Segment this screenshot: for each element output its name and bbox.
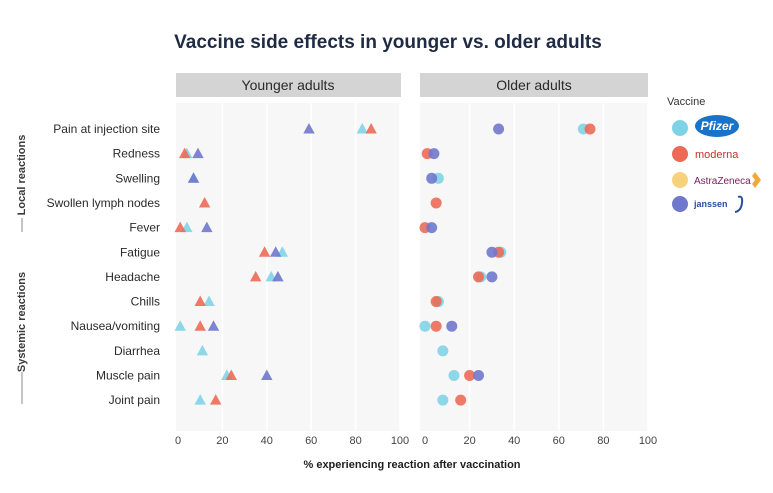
legend-title: Vaccine (667, 96, 705, 108)
point-janssen-younger (269, 246, 282, 257)
panel-title-older: Older adults (496, 77, 571, 93)
x-tick-p1-60: 60 (553, 435, 565, 447)
pfizer-logo-icon (695, 115, 739, 137)
point-pfizer-younger (196, 344, 209, 356)
x-axis-label: % experiencing reaction after vaccinatio… (303, 459, 520, 471)
panel-bg-younger (176, 103, 401, 431)
chart-title: Vaccine side effects in younger vs. olde… (174, 32, 602, 53)
x-tick-p1-40: 40 (508, 435, 520, 447)
legend-janssen-swatch (672, 196, 688, 212)
x-tick-p1-20: 20 (463, 435, 475, 447)
category-label: Fever (129, 221, 160, 235)
category-label: Fatigue (120, 245, 160, 259)
legend-moderna-label: moderna (695, 149, 739, 161)
panel-header-older (420, 73, 648, 97)
category-label: Diarrhea (114, 344, 160, 358)
legend-pfizer-label: Pfizer (701, 119, 735, 133)
point-janssen-older (446, 320, 458, 332)
x-tick-p0-40: 40 (261, 435, 273, 447)
legend-astrazeneca-swatch (672, 172, 688, 188)
category-labels: Pain at injection site Redness Swelling Swo… (47, 122, 161, 407)
point-janssen-older (486, 246, 498, 258)
legend-janssen-label: janssen (693, 199, 728, 209)
point-moderna-older (473, 271, 485, 283)
category-label: Chills (131, 295, 160, 309)
x-tick-p0-80: 80 (349, 435, 361, 447)
point-moderna-younger (198, 196, 211, 208)
legend-pfizer-swatch (672, 120, 688, 136)
point-moderna-older (430, 197, 442, 209)
x-tick-labels: 0 20 40 60 80 100 0 20 40 60 80 100 (175, 435, 657, 447)
point-moderna-younger (178, 147, 191, 159)
point-moderna-younger (250, 270, 262, 282)
astrazeneca-logo-icon (752, 172, 761, 188)
point-pfizer-younger (356, 123, 368, 134)
point-janssen-younger (192, 147, 204, 159)
point-pfizer-older (437, 345, 449, 357)
legend-astrazeneca-label: AstraZeneca (694, 176, 751, 187)
x-tick-p0-60: 60 (305, 435, 317, 447)
point-pfizer-younger (194, 394, 206, 405)
category-label: Headache (105, 270, 160, 284)
point-janssen-younger (201, 221, 213, 233)
group-label-systemic: Systemic reactions (16, 272, 28, 372)
point-janssen-older (493, 123, 505, 135)
category-label: Pain at injection site (53, 122, 160, 136)
janssen-logo-icon (734, 195, 744, 213)
group-label-local: Local reactions (16, 135, 28, 216)
category-label: Muscle pain (96, 369, 160, 383)
point-moderna-younger (210, 394, 222, 405)
gridlines (221, 103, 649, 431)
point-moderna-older (455, 394, 467, 406)
legend-astrazeneca: AstraZeneca (672, 172, 761, 188)
point-moderna-younger (258, 246, 271, 257)
point-pfizer-older (437, 394, 449, 406)
category-label: Joint pain (109, 393, 160, 407)
x-tick-p1-0: 0 (422, 435, 428, 447)
point-moderna-older (584, 123, 596, 135)
category-label: Swelling (115, 171, 160, 185)
x-tick-p0-100: 100 (391, 435, 409, 447)
category-label: Nausea/vomiting (71, 319, 160, 333)
point-janssen-younger (207, 320, 220, 331)
point-moderna-older (430, 320, 442, 332)
legend-pfizer: Pfizer (672, 115, 739, 137)
x-tick-p0-0: 0 (175, 435, 181, 447)
data-points (174, 123, 596, 406)
legend-janssen: janssen (672, 195, 744, 213)
point-janssen-older (426, 172, 438, 184)
point-pfizer-older (448, 370, 460, 381)
x-tick-p1-100: 100 (639, 435, 657, 447)
panel-title-younger: Younger adults (242, 77, 335, 93)
point-janssen-older (426, 222, 438, 234)
point-pfizer-younger (174, 320, 186, 331)
point-janssen-older (486, 271, 498, 283)
point-moderna-younger (225, 369, 237, 380)
x-tick-p1-80: 80 (597, 435, 609, 447)
point-moderna-younger (194, 320, 206, 331)
point-pfizer-younger (203, 295, 215, 307)
point-moderna-younger (174, 221, 186, 233)
point-moderna-younger (194, 295, 206, 307)
point-janssen-younger (272, 270, 284, 282)
point-pfizer-older (419, 320, 431, 332)
point-janssen-younger (187, 172, 200, 183)
panel-bg-older (420, 103, 648, 431)
x-tick-p0-20: 20 (216, 435, 228, 447)
point-janssen-younger (261, 369, 273, 380)
legend-moderna: moderna (672, 146, 739, 162)
point-janssen-older (428, 148, 440, 160)
point-moderna-older (430, 296, 442, 308)
point-janssen-younger (303, 123, 315, 134)
point-moderna-younger (365, 123, 377, 134)
point-janssen-older (473, 370, 485, 381)
category-label: Swollen lymph nodes (47, 196, 160, 210)
panel-header-younger (176, 73, 401, 97)
point-moderna-older (464, 370, 476, 381)
category-label: Redness (113, 147, 160, 161)
legend-moderna-swatch (672, 146, 688, 162)
